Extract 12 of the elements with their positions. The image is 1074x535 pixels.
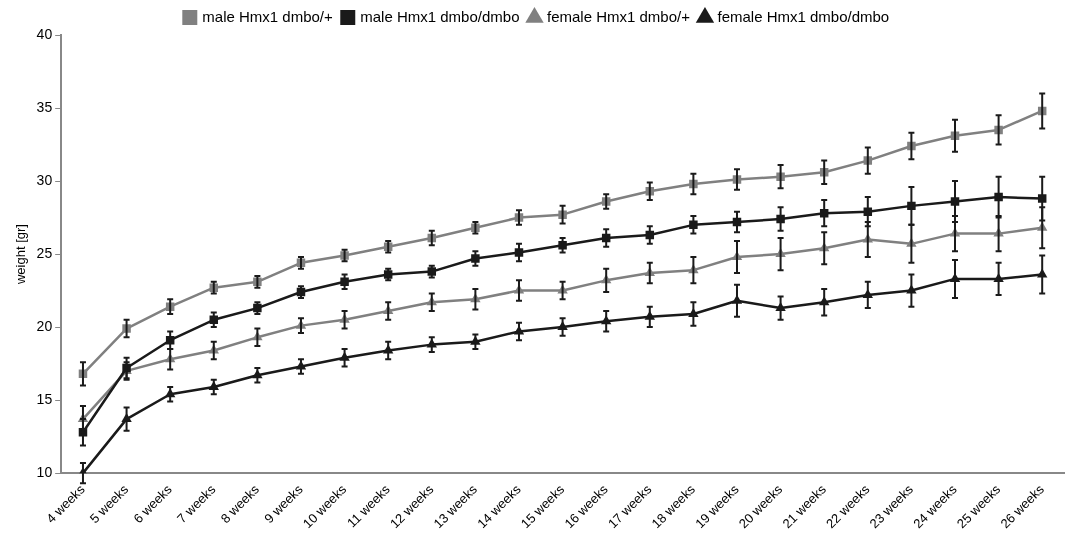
legend-label: male Hmx1 dmbo/dmbo	[360, 7, 520, 25]
y-tick-label: 20	[36, 317, 53, 334]
y-tick-label: 10	[36, 463, 53, 480]
y-tick-label: 30	[36, 171, 53, 188]
y-axis-title: weight [gr]	[13, 224, 29, 286]
y-tick-label: 35	[36, 98, 53, 115]
legend-label: female Hmx1 dmbo/dmbo	[717, 7, 890, 25]
y-tick-label: 25	[36, 244, 53, 261]
legend-label: female Hmx1 dmbo/+	[546, 7, 691, 25]
y-tick-label: 15	[36, 390, 53, 407]
legend-label: male Hmx1 dmbo/+	[202, 7, 333, 25]
y-tick-label: 40	[36, 25, 53, 42]
